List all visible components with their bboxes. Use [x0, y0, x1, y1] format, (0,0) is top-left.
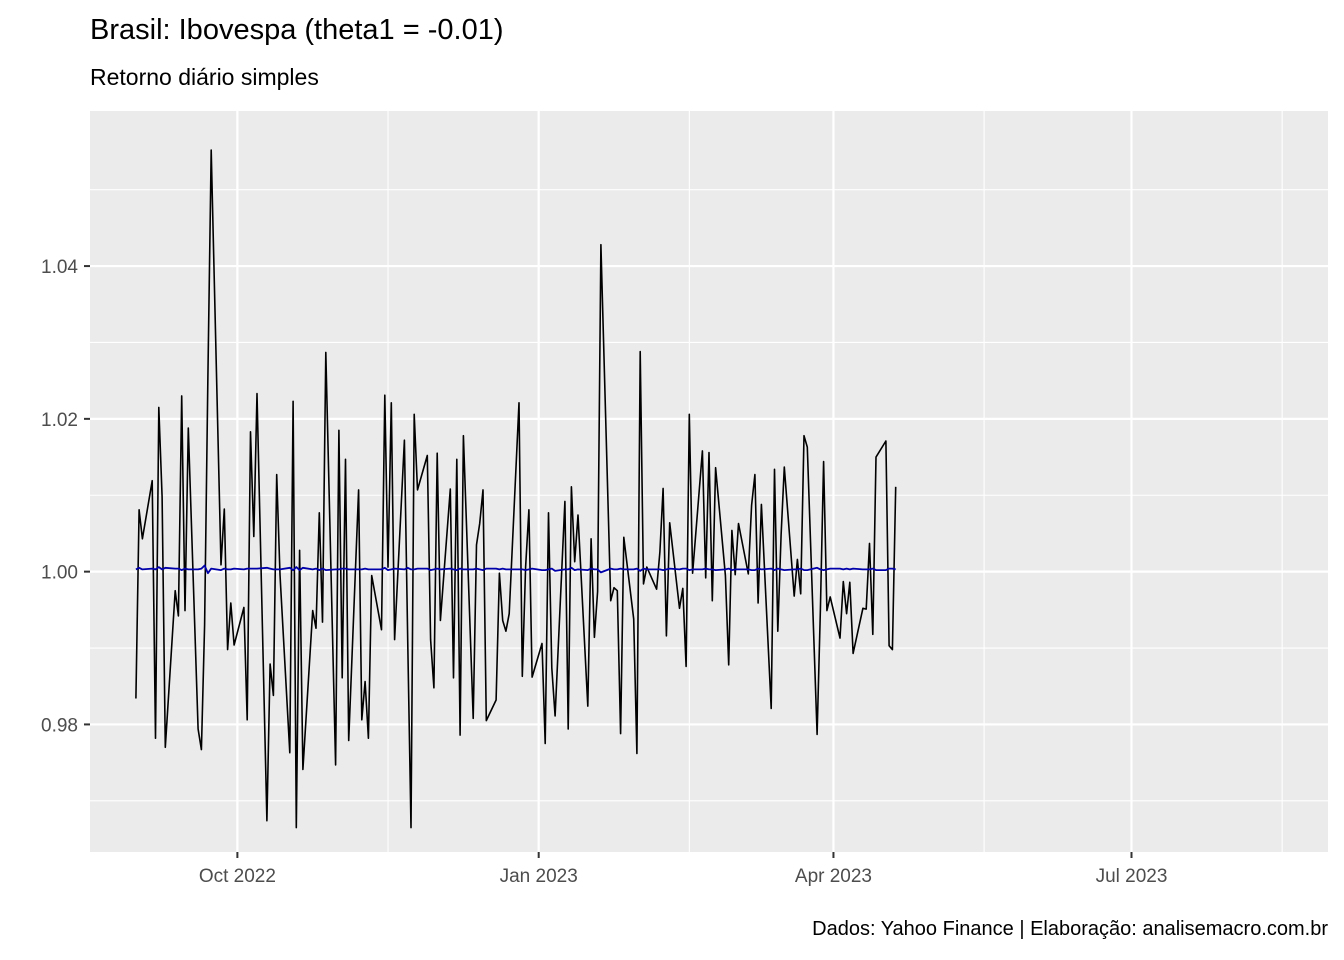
- x-tick-label: Jan 2023: [500, 866, 578, 887]
- x-tick-label: Jul 2023: [1096, 866, 1168, 887]
- y-tick-label: 1.04: [41, 257, 78, 278]
- series-layer: [135, 149, 897, 829]
- series-line-returns: [135, 149, 897, 829]
- chart-caption: Dados: Yahoo Finance | Elaboração: anali…: [812, 918, 1328, 940]
- x-tick-label: Oct 2022: [199, 866, 276, 887]
- grid-major: [90, 111, 1328, 852]
- y-tick-label: 0.98: [41, 715, 78, 736]
- grid-minor: [90, 111, 1328, 852]
- x-tick-label: Apr 2023: [795, 866, 872, 887]
- y-tick-label: 1.00: [41, 563, 78, 584]
- chart-title: Brasil: Ibovespa (theta1 = -0.01): [90, 14, 504, 46]
- chart-subtitle: Retorno diário simples: [90, 64, 319, 90]
- series-line-fitted: [135, 564, 896, 575]
- axes: 0.98 1.00 1.02 1.04 Oct 2022 Jan 2023 Apr 2023…: [41, 257, 1167, 887]
- y-tick-label: 1.02: [41, 410, 78, 431]
